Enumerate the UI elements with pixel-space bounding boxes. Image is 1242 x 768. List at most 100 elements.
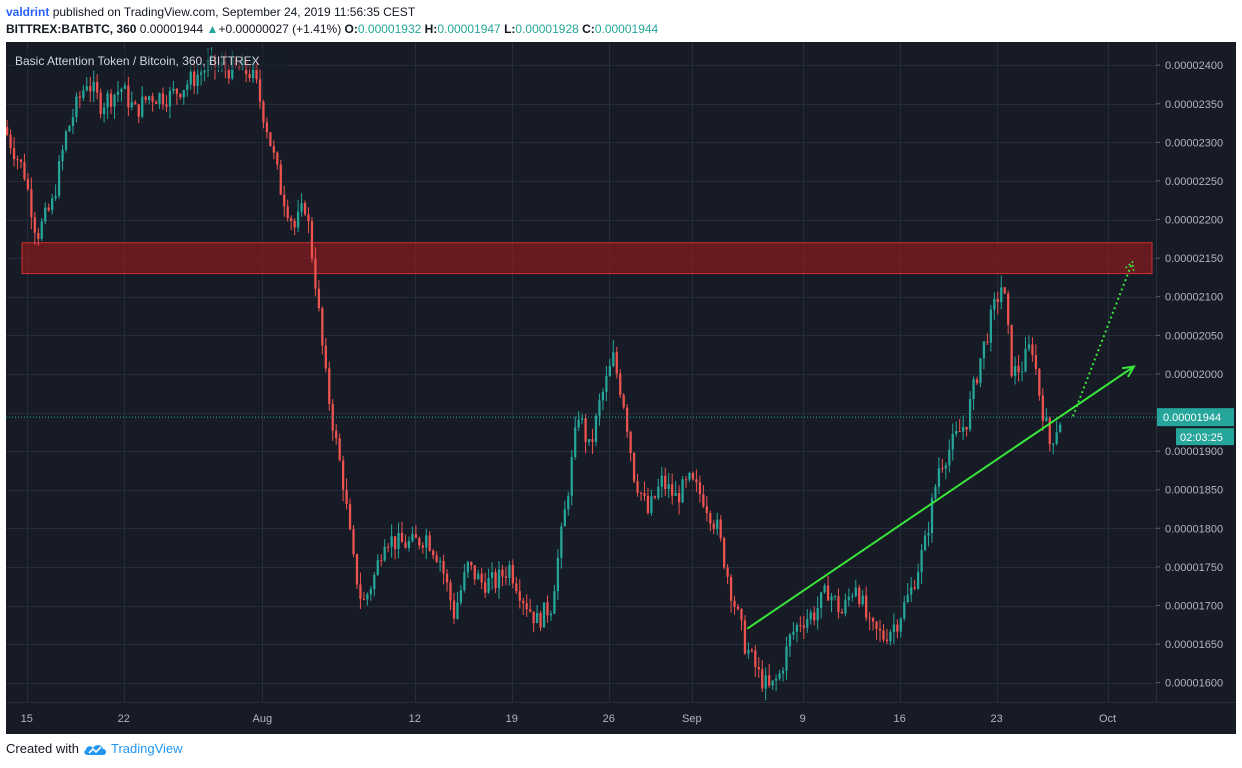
candle [463, 563, 466, 593]
low-label: L: [504, 22, 516, 36]
candle-body [380, 560, 383, 562]
candle-body [1017, 365, 1020, 373]
candle-body [96, 82, 99, 93]
candle-body [712, 523, 715, 529]
candle [591, 428, 594, 455]
candle-body [820, 592, 823, 609]
price-tick-label: 0.00002050 [1165, 330, 1223, 342]
candle [581, 413, 584, 425]
candle-body [404, 542, 407, 548]
candle [397, 522, 400, 559]
candle [321, 306, 324, 355]
candle-body [709, 513, 712, 524]
candle [705, 496, 708, 522]
candle-body [632, 452, 636, 482]
candle-body [674, 492, 677, 496]
author-name[interactable]: valdrint [6, 5, 50, 19]
projection-arrowhead [1125, 260, 1135, 272]
candle-body [227, 69, 230, 79]
candle [179, 93, 182, 100]
candle-body [376, 560, 379, 575]
candle-body [1041, 395, 1044, 421]
candle-body [529, 609, 532, 612]
candle-body [622, 395, 625, 408]
candle-body [1055, 432, 1058, 444]
candle [750, 648, 753, 653]
candle [549, 610, 553, 622]
candle-body [449, 582, 452, 601]
close-label: C: [582, 22, 595, 36]
candle-body [716, 519, 719, 529]
candle [813, 606, 816, 626]
candle-body [61, 149, 64, 162]
candle-body [889, 631, 892, 642]
candle [421, 542, 424, 554]
candle-body [986, 341, 989, 343]
candle-body [948, 449, 951, 466]
candle [865, 586, 868, 621]
time-axis-labels: 15 22 Aug 12 19 26 Sep 9 16 23 Oct [21, 713, 1116, 725]
candle [51, 193, 54, 215]
candle-body [882, 630, 885, 640]
price-chart[interactable]: 0.00002400 0.00002350 0.00002300 0.00002250… [6, 42, 1236, 734]
candle [317, 279, 321, 312]
candle [269, 131, 272, 147]
price-tick-label: 0.00002250 [1165, 176, 1223, 188]
candle [37, 227, 40, 246]
candle-body [878, 628, 882, 631]
candle [657, 478, 660, 501]
candle [272, 140, 275, 160]
candle [6, 119, 9, 137]
candle-body [99, 92, 102, 115]
candle-body [778, 673, 781, 679]
candle-body [560, 526, 563, 558]
candle [774, 674, 778, 692]
candle-body [757, 667, 760, 670]
candle-body [283, 194, 286, 207]
time-tick-label: Aug [253, 713, 273, 725]
candle-body [847, 596, 850, 600]
candle-body [660, 475, 663, 487]
candle [861, 590, 864, 607]
candle-body [102, 107, 106, 115]
candle-body [71, 117, 75, 127]
candle-body [26, 178, 30, 190]
time-tick-label: 9 [800, 713, 806, 725]
candle [560, 522, 563, 569]
candle [771, 680, 774, 690]
candle [975, 376, 979, 386]
candle [792, 622, 795, 640]
candle-body [1013, 365, 1017, 376]
candle-body [723, 538, 726, 568]
candle-body [341, 460, 345, 490]
candle-body [736, 606, 740, 610]
candle [26, 172, 30, 192]
candle-body [858, 587, 861, 605]
candle [102, 102, 106, 123]
candle-body [196, 74, 199, 86]
time-tick-label: Sep [682, 713, 702, 725]
candle-body [16, 159, 19, 161]
candle [532, 611, 535, 633]
candle [300, 193, 303, 217]
tradingview-brand[interactable]: TradingView [110, 741, 183, 756]
candle-body [19, 159, 23, 163]
candle-body [148, 96, 151, 101]
candle [307, 207, 310, 234]
candle-body [754, 650, 757, 668]
candle-body [109, 93, 113, 107]
candle [154, 99, 158, 104]
candle [615, 346, 618, 379]
candle [501, 564, 504, 587]
candle-body [6, 126, 9, 135]
candle [968, 391, 972, 432]
price-tick-label: 0.00001900 [1165, 446, 1223, 458]
candle-body [930, 498, 934, 534]
candle-body [445, 573, 449, 583]
candle [123, 82, 127, 90]
candle [407, 536, 411, 552]
candle [376, 554, 379, 576]
chart-container[interactable]: 0.00002400 0.00002350 0.00002300 0.00002250… [6, 42, 1236, 739]
change-value: +0.00000027 (+1.41%) [218, 22, 342, 36]
candle [109, 89, 113, 114]
